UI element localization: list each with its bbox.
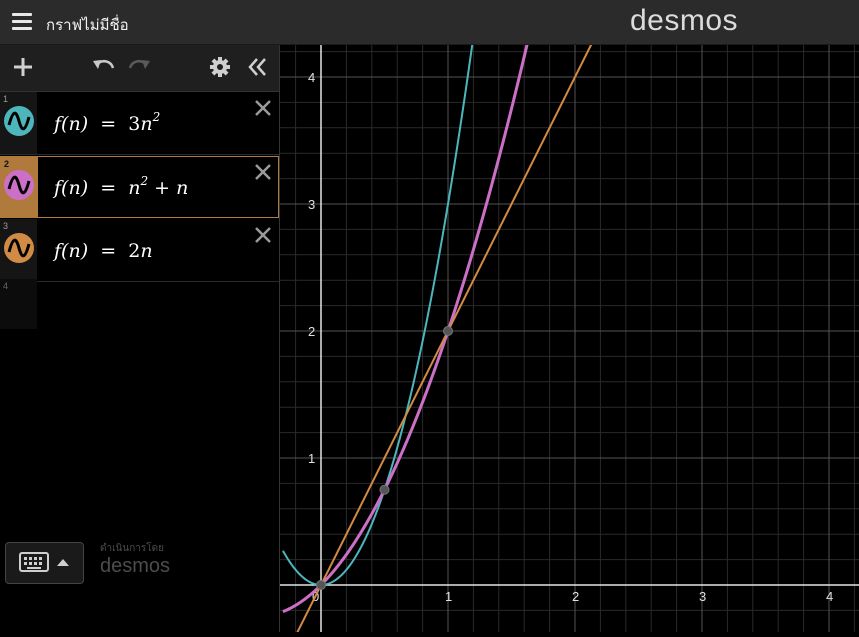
powered-by: ดำเนินการโดย desmos xyxy=(100,541,180,578)
y-tick-label: 1 xyxy=(308,451,315,466)
undo-icon[interactable] xyxy=(89,53,117,81)
powered-by-logo: desmos xyxy=(100,555,171,577)
expression-gutter: 1 xyxy=(0,92,37,154)
keyboard-icon xyxy=(19,552,69,572)
empty-expression-row[interactable]: 4 xyxy=(0,279,37,329)
curve-n-squared-plus-n xyxy=(282,0,539,614)
keyboard-toggle-button[interactable] xyxy=(5,542,84,584)
plus-icon[interactable] xyxy=(9,53,37,81)
x-tick-label: 1 xyxy=(445,589,452,604)
expression-gutter: 3 xyxy=(0,219,37,281)
x-tick-label: 4 xyxy=(826,589,833,604)
desmos-logo: desmos xyxy=(630,4,739,37)
y-tick-label: 4 xyxy=(308,70,315,85)
expression-row-selected[interactable]: 2 f(n) = n2 + n xyxy=(0,156,279,218)
menu-icon[interactable] xyxy=(12,13,32,31)
x-tick-label: 2 xyxy=(572,589,579,604)
expression-panel: 1 f(n) = 3n2 2 f(n) = n2 + n 3 xyxy=(0,45,280,632)
close-icon[interactable] xyxy=(253,162,273,182)
expression-index: 1 xyxy=(3,94,9,104)
y-tick-label: 2 xyxy=(308,324,315,339)
intersection-point xyxy=(443,326,453,336)
top-bar: กราฟไม่มีชื่อ desmos xyxy=(0,0,859,45)
expression-formula[interactable]: f(n) = 2n xyxy=(54,240,153,262)
x-tick-label: 3 xyxy=(699,589,706,604)
double-chevron-left-icon[interactable] xyxy=(243,53,271,81)
intersection-point xyxy=(316,580,326,590)
expression-gutter: 2 xyxy=(1,157,38,217)
expression-formula[interactable]: f(n) = n2 + n xyxy=(54,174,189,199)
graph-background xyxy=(280,45,859,632)
wave-icon[interactable] xyxy=(4,170,34,200)
close-icon[interactable] xyxy=(253,225,273,245)
close-icon[interactable] xyxy=(253,98,273,118)
expression-index: 4 xyxy=(3,281,9,291)
wave-icon[interactable] xyxy=(4,106,34,136)
line-2n xyxy=(293,0,615,637)
wave-icon[interactable] xyxy=(4,233,34,263)
expression-row[interactable]: 3 f(n) = 2n xyxy=(0,219,279,282)
expression-index: 3 xyxy=(3,221,9,231)
intersection-point xyxy=(379,484,390,495)
expression-formula[interactable]: f(n) = 3n2 xyxy=(54,110,161,135)
graph-title[interactable]: กราฟไม่มีชื่อ xyxy=(46,17,129,34)
powered-by-text: ดำเนินการโดย xyxy=(100,543,164,554)
expression-toolbar xyxy=(0,45,279,92)
redo-icon[interactable] xyxy=(126,53,154,81)
expression-index: 2 xyxy=(4,159,10,169)
expression-row[interactable]: 1 f(n) = 3n2 xyxy=(0,92,279,155)
gear-icon[interactable] xyxy=(206,53,234,81)
y-tick-label: 3 xyxy=(308,197,315,212)
